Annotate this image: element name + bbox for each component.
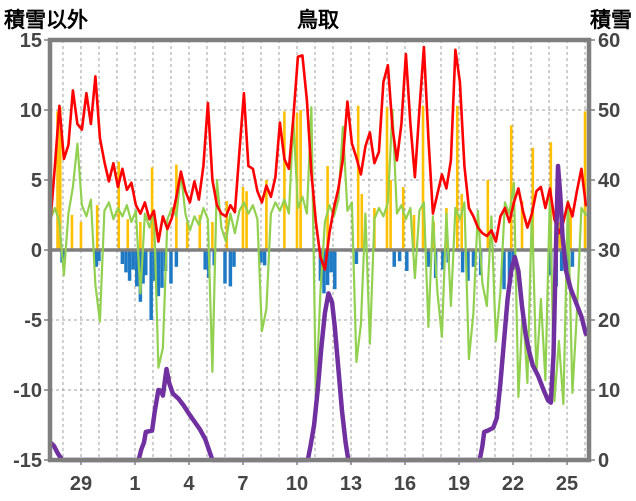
y-right-tick-label: 30 [598, 240, 620, 262]
x-tick-label: 25 [556, 473, 578, 495]
x-tick-label: 4 [183, 473, 195, 495]
red-line [49, 45, 588, 271]
y-right-tick-label: 40 [598, 170, 620, 192]
x-tick-label: 10 [286, 473, 308, 495]
y-left-tick-label: -5 [24, 310, 42, 332]
x-tick-label: 19 [448, 473, 470, 495]
y-right-tick-label: 60 [598, 30, 620, 52]
y-right-tick-label: 0 [598, 450, 609, 472]
y-right-tick-label: 10 [598, 380, 620, 402]
x-tick-label: 1 [129, 473, 140, 495]
y-left-tick-label: 10 [20, 100, 42, 122]
green-line [49, 106, 588, 406]
left-axis-title: 積雪以外 [4, 8, 88, 32]
y-left-tick-label: -15 [13, 450, 42, 472]
x-tick-label: 22 [502, 473, 524, 495]
x-tick-label: 29 [70, 473, 92, 495]
y-left-tick-label: 0 [31, 240, 42, 262]
x-tick-label: 7 [237, 473, 248, 495]
x-tick-label: 16 [394, 473, 416, 495]
chart-title: 鳥取 [297, 8, 339, 32]
right-axis-title: 積雪 [590, 9, 632, 32]
y-left-tick-label: 5 [31, 170, 42, 192]
y-left-tick-label: -10 [13, 380, 42, 402]
purple-snow-line [48, 163, 589, 463]
line-series [48, 45, 589, 463]
y-left-tick-label: 15 [20, 30, 42, 52]
y-right-tick-label: 20 [598, 310, 620, 332]
x-tick-label: 13 [340, 473, 362, 495]
y-right-tick-label: 50 [598, 100, 620, 122]
